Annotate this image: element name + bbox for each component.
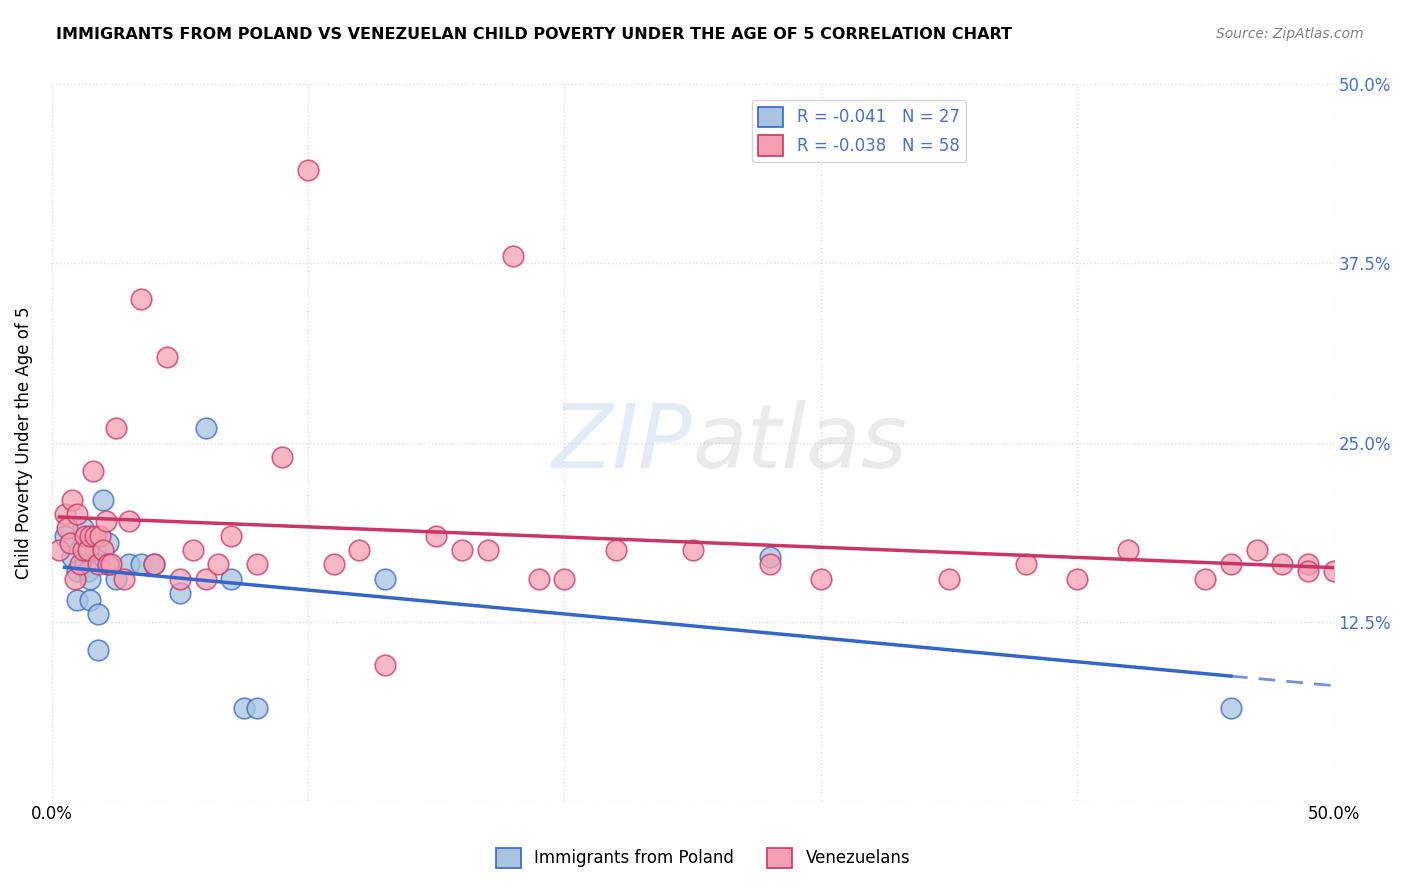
Point — [1220, 700, 1243, 714]
Point — [66, 593, 89, 607]
Point — [451, 543, 474, 558]
Point — [59, 536, 82, 550]
Point — [63, 572, 86, 586]
Point — [194, 421, 217, 435]
Text: ZIP: ZIP — [553, 400, 693, 485]
Point — [425, 528, 447, 542]
Point — [87, 643, 110, 657]
Point — [91, 543, 114, 558]
Point — [84, 543, 107, 558]
Point — [233, 700, 256, 714]
Point — [1066, 572, 1088, 586]
Point — [156, 350, 179, 364]
Legend: Immigrants from Poland, Venezuelans: Immigrants from Poland, Venezuelans — [489, 841, 917, 875]
Point — [97, 558, 120, 572]
Point — [118, 514, 141, 528]
Point — [810, 572, 832, 586]
Point — [79, 593, 101, 607]
Point — [169, 572, 191, 586]
Text: Source: ZipAtlas.com: Source: ZipAtlas.com — [1216, 27, 1364, 41]
Point — [131, 293, 153, 307]
Point — [76, 565, 98, 579]
Point — [1118, 543, 1140, 558]
Point — [118, 558, 141, 572]
Point — [1322, 565, 1344, 579]
Point — [79, 572, 101, 586]
Point — [84, 528, 107, 542]
Point — [89, 528, 111, 542]
Point — [79, 528, 101, 542]
Point — [194, 572, 217, 586]
Point — [527, 572, 550, 586]
Point — [181, 543, 204, 558]
Point — [246, 558, 269, 572]
Point — [169, 586, 191, 600]
Point — [53, 528, 76, 542]
Point — [374, 572, 396, 586]
Point — [75, 558, 97, 572]
Point — [53, 507, 76, 521]
Point — [66, 565, 89, 579]
Point — [75, 528, 97, 542]
Point — [60, 550, 83, 565]
Point — [1246, 543, 1268, 558]
Point — [104, 421, 127, 435]
Point — [219, 572, 242, 586]
Point — [143, 558, 166, 572]
Point — [297, 163, 319, 178]
Point — [605, 543, 627, 558]
Point — [758, 558, 780, 572]
Y-axis label: Child Poverty Under the Age of 5: Child Poverty Under the Age of 5 — [15, 306, 32, 579]
Point — [1296, 565, 1319, 579]
Point — [56, 521, 79, 535]
Point — [76, 543, 98, 558]
Point — [87, 558, 110, 572]
Point — [66, 507, 89, 521]
Point — [104, 572, 127, 586]
Point — [553, 572, 575, 586]
Point — [1296, 558, 1319, 572]
Point — [477, 543, 499, 558]
Point — [1271, 558, 1294, 572]
Point — [682, 543, 704, 558]
Legend: R = -0.041   N = 27, R = -0.038   N = 58: R = -0.041 N = 27, R = -0.038 N = 58 — [752, 100, 966, 162]
Point — [82, 464, 104, 478]
Point — [69, 558, 91, 572]
Point — [131, 558, 153, 572]
Point — [246, 700, 269, 714]
Point — [87, 607, 110, 622]
Point — [374, 657, 396, 672]
Point — [938, 572, 960, 586]
Point — [72, 521, 94, 535]
Point — [91, 492, 114, 507]
Point — [94, 514, 117, 528]
Point — [48, 543, 70, 558]
Point — [1194, 572, 1216, 586]
Point — [207, 558, 229, 572]
Point — [1015, 558, 1038, 572]
Point — [271, 450, 294, 464]
Point — [100, 558, 122, 572]
Point — [1220, 558, 1243, 572]
Point — [219, 528, 242, 542]
Point — [349, 543, 371, 558]
Text: IMMIGRANTS FROM POLAND VS VENEZUELAN CHILD POVERTY UNDER THE AGE OF 5 CORRELATIO: IMMIGRANTS FROM POLAND VS VENEZUELAN CHI… — [56, 27, 1012, 42]
Point — [758, 550, 780, 565]
Point — [112, 572, 135, 586]
Point — [72, 543, 94, 558]
Text: atlas: atlas — [693, 400, 907, 485]
Point — [143, 558, 166, 572]
Point — [97, 558, 120, 572]
Point — [60, 492, 83, 507]
Point — [322, 558, 344, 572]
Point — [502, 249, 524, 263]
Point — [97, 536, 120, 550]
